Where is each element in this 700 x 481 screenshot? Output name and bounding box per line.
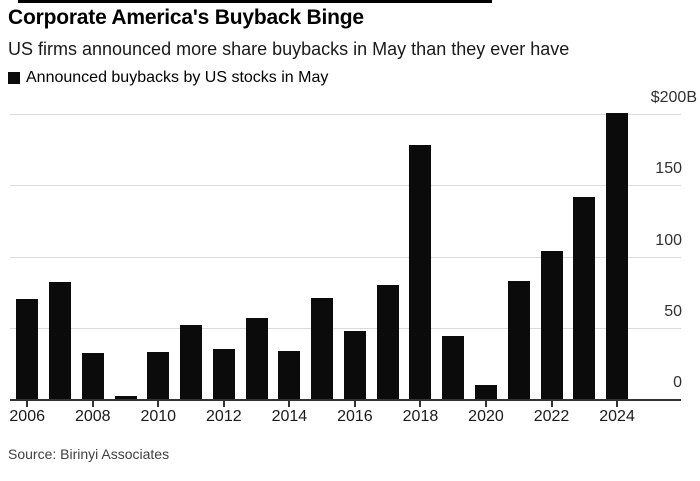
chart-subtitle: US firms announced more share buybacks i… <box>8 39 570 59</box>
x-axis-label-2008: 2008 <box>74 408 111 425</box>
gridline-150 <box>10 185 681 187</box>
bar-2016 <box>343 330 366 399</box>
y-axis-label-0: 0 <box>673 374 682 391</box>
gridline-50 <box>10 327 681 329</box>
x-axis-label-2024: 2024 <box>599 408 635 425</box>
x-axis-tick-2020 <box>484 400 487 407</box>
y-axis-label-200: $200B <box>650 89 697 106</box>
x-axis-tick-2018 <box>419 400 422 407</box>
bar-2010 <box>147 351 170 399</box>
x-axis-label-2012: 2012 <box>206 408 242 425</box>
x-axis-label-2018: 2018 <box>402 408 439 425</box>
x-axis-label-2006: 2006 <box>9 408 45 425</box>
chart-title: Corporate America's Buyback Binge <box>8 6 364 29</box>
bar-2008 <box>81 353 104 399</box>
bar-2019 <box>442 336 465 399</box>
x-axis-label-2014: 2014 <box>271 408 308 425</box>
bar-2013 <box>245 317 268 399</box>
bar-2020 <box>474 384 497 399</box>
x-axis-label-2022: 2022 <box>533 408 570 425</box>
bar-2017 <box>376 285 399 399</box>
source-note: Source: Birinyi Associates <box>8 446 170 462</box>
x-axis-label-2016: 2016 <box>337 408 373 425</box>
y-axis-label-100: 100 <box>655 231 682 249</box>
x-axis-tick-2024 <box>616 400 619 407</box>
legend-label: Announced buybacks by US stocks in May <box>26 69 329 86</box>
bar-2024 <box>606 112 629 399</box>
bar-2021 <box>507 280 530 399</box>
bar-2006 <box>16 299 39 399</box>
bar-2022 <box>540 250 563 399</box>
bar-2011 <box>180 324 203 399</box>
x-axis-tick-2006 <box>26 400 29 407</box>
bar-2015 <box>311 297 334 399</box>
bar-2023 <box>573 196 596 399</box>
x-axis-tick-2010 <box>157 400 160 407</box>
x-axis-tick-2008 <box>91 400 94 407</box>
chart-legend: Announced buybacks by US stocks in May <box>8 69 328 87</box>
x-axis-tick-2014 <box>288 400 291 407</box>
x-axis-line <box>10 398 681 401</box>
x-axis-label-2010: 2010 <box>140 408 177 425</box>
bar-2009 <box>114 396 137 399</box>
gridline-100 <box>10 256 681 258</box>
bar-2007 <box>48 282 71 399</box>
x-axis-tick-2012 <box>222 400 225 407</box>
x-axis-tick-2022 <box>550 400 553 407</box>
y-axis-label-150: 150 <box>655 160 682 178</box>
bar-2014 <box>278 350 301 399</box>
x-axis-tick-2016 <box>353 400 356 407</box>
gridline-200 <box>10 114 681 115</box>
y-axis-label-50: 50 <box>664 302 682 320</box>
legend-swatch-icon <box>8 72 20 84</box>
bar-2012 <box>212 349 235 399</box>
x-axis-label-2020: 2020 <box>468 408 504 425</box>
bar-2018 <box>409 145 432 399</box>
top-strip-decoration <box>18 0 492 3</box>
